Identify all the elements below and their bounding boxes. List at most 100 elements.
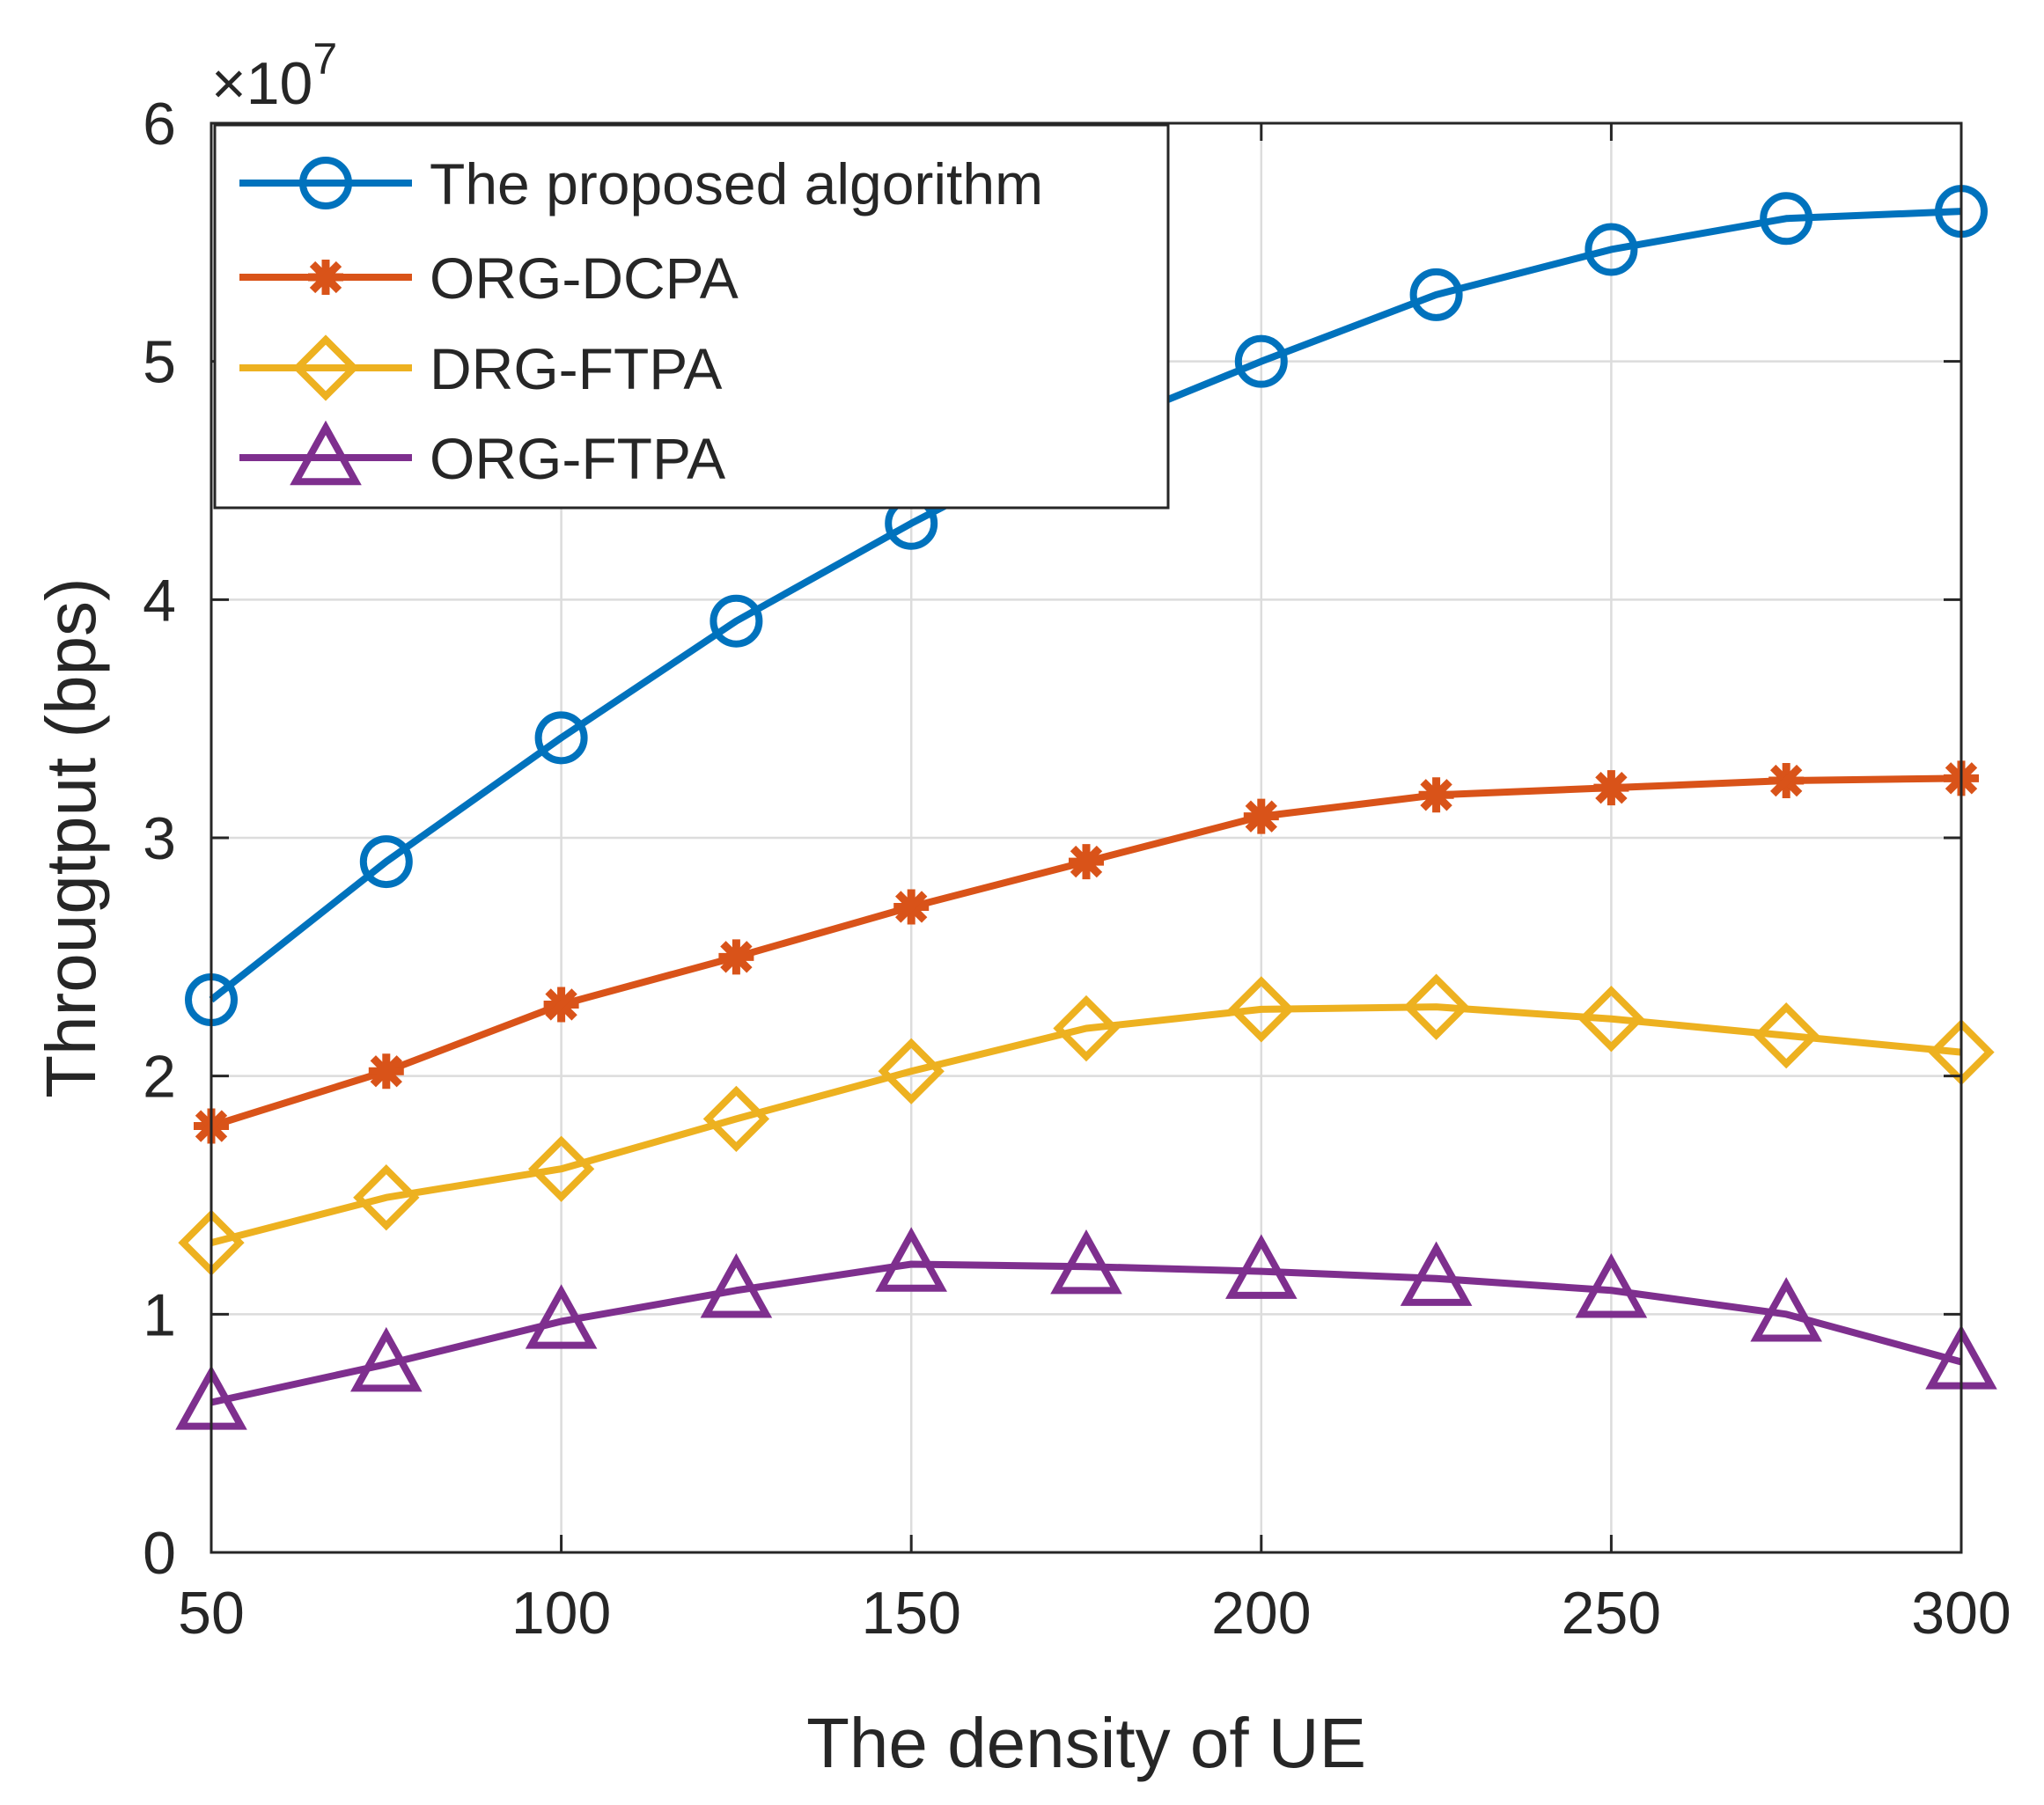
triangle-marker-shape <box>525 1284 598 1349</box>
legend-marker <box>299 157 352 209</box>
data-point <box>702 1085 770 1153</box>
asterisk-stroke <box>309 260 342 294</box>
series-line <box>210 1260 1963 1406</box>
triangle-marker-shape <box>1400 1241 1473 1306</box>
data-point <box>527 1135 595 1202</box>
data-point <box>1768 763 1805 799</box>
asterisk-stroke <box>1070 845 1103 878</box>
diamond-marker-shape <box>878 1038 945 1104</box>
data-point <box>543 987 579 1023</box>
legend: The proposed algorithm ORG-DCPA DRG-FTPA OR… <box>213 123 1170 510</box>
data-point <box>1225 1234 1298 1299</box>
x-tick-label: 150 <box>861 1580 960 1647</box>
data-point <box>534 711 588 765</box>
x-tick-label: 50 <box>178 1580 245 1647</box>
circle-marker-shape <box>1760 192 1813 246</box>
exponent-label: ×107 <box>211 34 337 117</box>
x-tick-labels: 50 100 150 200 250 300 <box>178 1580 2011 1647</box>
asterisk-stroke <box>895 891 928 923</box>
data-point <box>1400 1241 1473 1306</box>
diamond-marker-shape <box>353 1164 420 1231</box>
triangle-marker-shape <box>1225 1234 1298 1299</box>
data-point <box>350 1326 423 1392</box>
asterisk-stroke <box>1420 779 1452 811</box>
triangle-marker-shape <box>1575 1253 1648 1318</box>
legend-entry: ORG-FTPA <box>239 420 725 491</box>
diamond-marker-shape <box>1577 986 1645 1053</box>
exponent-base: ×10 <box>211 50 312 117</box>
data-point <box>1402 973 1470 1040</box>
data-point <box>1753 1002 1820 1069</box>
circle-marker-shape <box>710 594 763 648</box>
data-point <box>1069 844 1104 880</box>
data-point <box>893 889 930 925</box>
triangle-marker-shape <box>1050 1229 1122 1295</box>
diamond-marker-shape <box>1053 994 1120 1062</box>
series-drg-ftpa <box>178 973 1995 1276</box>
legend-marker <box>308 260 343 295</box>
exponent-power: 7 <box>312 34 337 84</box>
data-point <box>1760 192 1813 246</box>
data-point <box>1228 976 1295 1043</box>
data-point <box>1575 1253 1648 1318</box>
legend-entry: The proposed algorithm <box>239 151 1043 216</box>
y-tick-label: 5 <box>143 329 176 396</box>
data-point <box>1050 1229 1122 1295</box>
diamond-marker-shape <box>527 1135 595 1202</box>
circle-marker-shape <box>299 157 352 209</box>
data-point <box>710 594 763 648</box>
asterisk-stroke <box>1245 800 1277 833</box>
legend-entry: DRG-FTPA <box>239 334 722 401</box>
asterisk-stroke <box>370 1055 402 1088</box>
asterisk-stroke <box>545 988 577 1021</box>
triangle-marker-shape <box>700 1253 773 1318</box>
data-point <box>700 1253 773 1318</box>
legend-entry: ORG-DCPA <box>239 246 739 311</box>
data-point <box>1750 1277 1822 1342</box>
y-tick-label: 2 <box>143 1044 176 1111</box>
data-point <box>718 939 754 975</box>
y-tick-label: 3 <box>143 805 176 872</box>
data-point <box>359 835 413 889</box>
triangle-marker-shape <box>290 420 362 486</box>
data-point <box>368 1053 404 1090</box>
x-axis-label: The density of UE <box>806 1704 1366 1782</box>
data-point <box>353 1164 420 1231</box>
data-point <box>875 1227 947 1292</box>
x-tick-label: 300 <box>1911 1580 2011 1647</box>
circle-marker-shape <box>1584 223 1638 276</box>
legend-label: ORG-DCPA <box>430 246 739 311</box>
y-tick-label: 1 <box>143 1281 176 1348</box>
legend-label: ORG-FTPA <box>430 426 725 491</box>
y-tick-label: 6 <box>143 91 176 158</box>
triangle-marker-shape <box>350 1326 423 1392</box>
x-tick-label: 200 <box>1211 1580 1311 1647</box>
circle-marker-shape <box>1409 268 1463 321</box>
y-tick-labels: 0 1 2 3 4 5 6 <box>143 91 176 1587</box>
x-tick-label: 250 <box>1562 1580 1661 1647</box>
data-point <box>1584 223 1638 276</box>
asterisk-stroke <box>720 941 753 973</box>
x-tick-label: 100 <box>511 1580 611 1647</box>
triangle-marker-shape <box>875 1227 947 1292</box>
data-point <box>1234 334 1288 388</box>
data-point <box>1409 268 1463 321</box>
y-tick-label: 4 <box>143 567 176 634</box>
diamond-marker-shape <box>702 1085 770 1153</box>
data-point <box>525 1284 598 1349</box>
asterisk-stroke <box>1770 764 1803 797</box>
series-line <box>210 1003 1962 1247</box>
y-tick-label: 0 <box>143 1520 176 1587</box>
legend-marker <box>290 420 362 486</box>
data-point <box>878 1038 945 1104</box>
diamond-marker-shape <box>292 334 359 401</box>
circle-marker-shape <box>534 711 588 765</box>
data-point <box>1593 770 1629 806</box>
data-point <box>1418 777 1454 813</box>
data-point <box>1577 986 1645 1053</box>
data-point <box>1053 994 1120 1062</box>
asterisk-stroke <box>1595 771 1628 804</box>
legend-label: The proposed algorithm <box>430 151 1043 216</box>
diamond-marker-shape <box>1753 1002 1820 1069</box>
